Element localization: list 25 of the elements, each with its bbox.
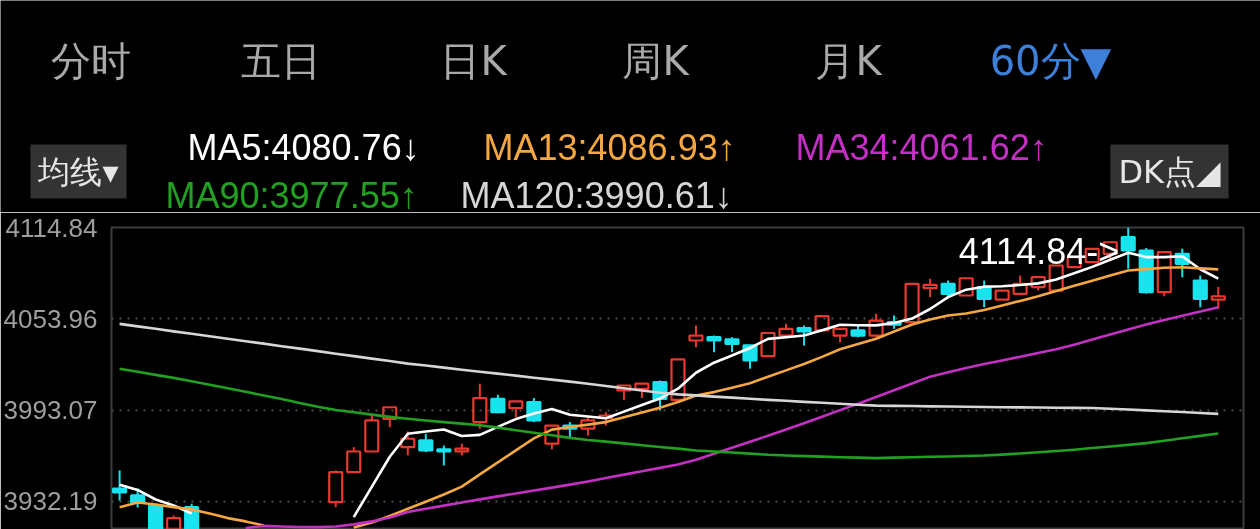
text: MA120:3990.61↓	[460, 175, 733, 216]
y-tick-label: 4114.84	[5, 212, 98, 243]
candlestick	[1192, 274, 1208, 309]
text: DK点◢	[1118, 152, 1222, 191]
text: 均线▾	[37, 152, 119, 191]
text: 60分▼	[989, 37, 1112, 84]
text: MA34:4061.62↑	[795, 127, 1048, 168]
text: 月K	[815, 37, 884, 84]
y-tick-label: 3993.07	[3, 395, 98, 426]
y-tick-label: 3932.19	[3, 486, 98, 517]
text: 五日	[240, 37, 321, 84]
text: 日K	[440, 37, 509, 84]
candlestick	[112, 469, 128, 502]
line-series	[118, 367, 1220, 460]
candlestick	[436, 444, 452, 467]
candlestick	[796, 324, 812, 347]
text: MA13:4086.93↑	[483, 127, 736, 168]
line-series	[244, 306, 1220, 529]
candlestick	[1120, 227, 1136, 270]
text: MA5:4080.76↓	[187, 127, 420, 168]
text: MA90:3977.55↑	[165, 175, 418, 216]
y-tick-label: 4053.96	[3, 303, 98, 334]
text: 周K	[622, 37, 691, 84]
text: 分时	[50, 37, 131, 84]
line-series	[118, 322, 1220, 416]
